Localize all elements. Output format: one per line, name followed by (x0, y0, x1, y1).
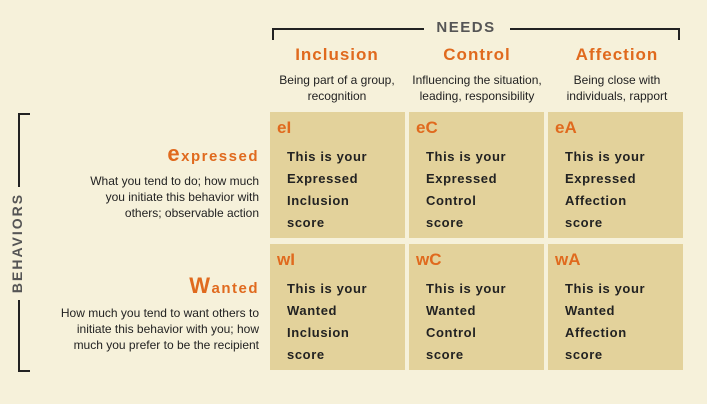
column-desc-control: Influencing the situation, leading, resp… (402, 72, 552, 104)
column-title-affection: Affection (575, 45, 659, 64)
cell-line: This is your (426, 281, 507, 296)
cell-code: eI (277, 118, 292, 137)
row-desc-expressed: What you tend to do; how much you initia… (90, 173, 259, 221)
cell-code: wC (416, 250, 442, 269)
row-desc-wanted: How much you tend to want others to init… (61, 305, 259, 353)
column-title-inclusion: Inclusion (295, 45, 379, 64)
cell-wanted-control: wC This is your Wanted Control score (409, 244, 544, 370)
cell-line: Wanted (565, 303, 616, 318)
row-title-expressed: expressed (167, 141, 259, 167)
cell-line: Affection (565, 193, 627, 208)
cell-line: Expressed (565, 171, 637, 186)
cell-line: Inclusion (287, 193, 350, 208)
row-desc-line: others; observable action (124, 206, 259, 220)
behaviors-bracket-top (18, 113, 30, 187)
cell-code: eC (416, 118, 438, 137)
needs-bracket-right (510, 28, 680, 40)
cell-code: wA (555, 250, 581, 269)
cell-line: This is your (565, 281, 646, 296)
behaviors-title: BEHAVIORS (9, 192, 25, 294)
cell-line: This is your (565, 149, 646, 164)
cell-line: This is your (287, 281, 368, 296)
row-desc-line: What you tend to do; how much (90, 174, 259, 188)
cell-expressed-control: eC This is your Expressed Control score (409, 112, 544, 238)
column-desc-line: leading, responsibility (419, 89, 535, 103)
row-title-initial: e (167, 141, 182, 166)
column-desc-line: Influencing the situation, (412, 73, 542, 87)
cell-line: Affection (565, 325, 627, 340)
row-desc-line: How much you tend to want others to (60, 306, 259, 320)
cell-line: This is your (426, 149, 507, 164)
column-desc-line: Being close with (573, 73, 661, 87)
row-desc-line: initiate this behavior with you; how (76, 322, 259, 336)
cell-line: score (287, 215, 325, 230)
row-title-rest: xpressed (181, 148, 259, 165)
cell-line: Inclusion (287, 325, 350, 340)
cell-text: This is your Expressed Inclusion score (287, 146, 367, 234)
cell-line: score (565, 347, 603, 362)
cell-expressed-affection: eA This is your Expressed Affection scor… (548, 112, 683, 238)
cell-line: Control (426, 193, 477, 208)
row-desc-line: much you prefer to be the recipient (73, 338, 259, 352)
cell-line: Expressed (426, 171, 498, 186)
cell-line: Expressed (287, 171, 359, 186)
cell-wanted-inclusion: wI This is your Wanted Inclusion score (270, 244, 405, 370)
column-desc-affection: Being close with individuals, rapport (542, 72, 692, 104)
row-title-initial: W (189, 273, 212, 298)
cell-wanted-affection: wA This is your Wanted Affection score (548, 244, 683, 370)
row-desc-line: you initiate this behavior with (105, 190, 259, 204)
cell-line: score (565, 215, 603, 230)
cell-text: This is your Expressed Control score (426, 146, 506, 234)
cell-code: eA (555, 118, 577, 137)
cell-line: Wanted (287, 303, 338, 318)
cell-code: wI (277, 250, 295, 269)
cell-text: This is your Wanted Affection score (565, 278, 645, 366)
column-desc-line: individuals, rapport (566, 89, 668, 103)
cell-line: This is your (287, 149, 368, 164)
column-desc-line: recognition (307, 89, 367, 103)
cell-expressed-inclusion: eI This is your Expressed Inclusion scor… (270, 112, 405, 238)
column-desc-line: Being part of a group, (279, 73, 395, 87)
needs-title: NEEDS (436, 19, 496, 36)
column-desc-inclusion: Being part of a group, recognition (262, 72, 412, 104)
cell-line: score (287, 347, 325, 362)
cell-text: This is your Wanted Control score (426, 278, 506, 366)
row-title-wanted: Wanted (189, 273, 259, 299)
needs-bracket-left (272, 28, 424, 40)
behaviors-bracket-bottom (18, 300, 30, 372)
column-title-control: Control (443, 45, 511, 64)
cell-line: Control (426, 325, 477, 340)
row-title-rest: anted (211, 280, 259, 297)
cell-line: Wanted (426, 303, 477, 318)
cell-line: score (426, 347, 464, 362)
cell-line: score (426, 215, 464, 230)
cell-text: This is your Wanted Inclusion score (287, 278, 367, 366)
cell-text: This is your Expressed Affection score (565, 146, 645, 234)
